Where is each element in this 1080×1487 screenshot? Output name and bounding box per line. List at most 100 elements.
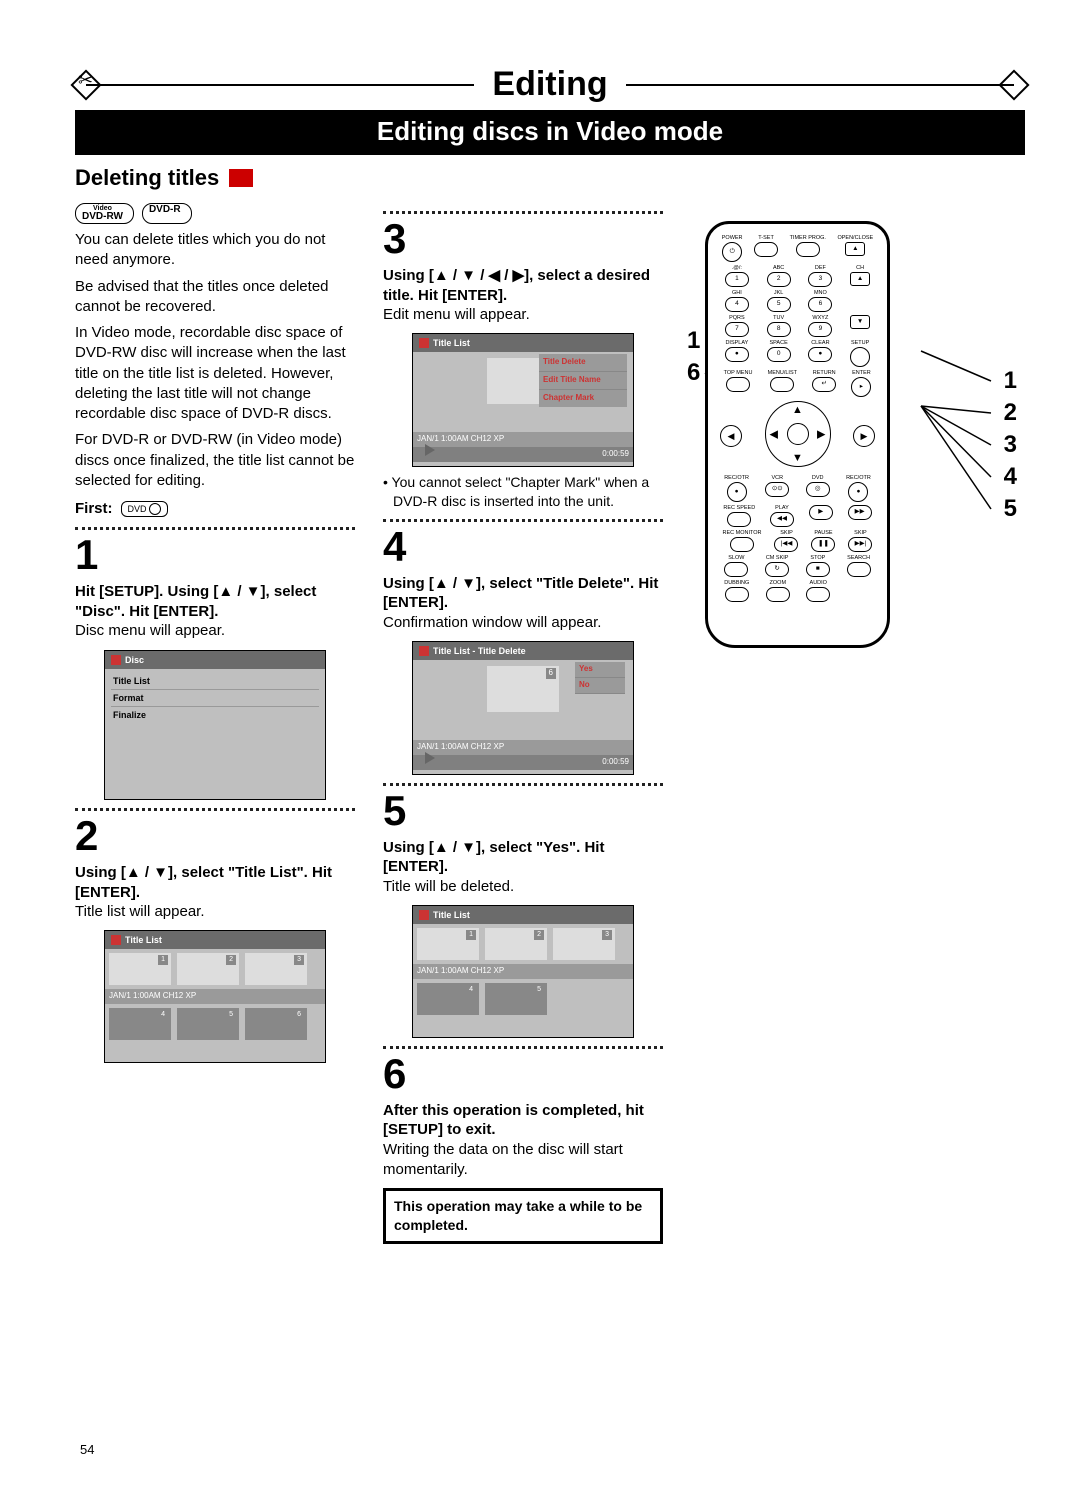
- diamond-icon: [998, 69, 1029, 100]
- confirm-box: Yes No: [575, 662, 625, 694]
- dotted-separator: [383, 211, 663, 214]
- btn-sublabel: SEARCH: [847, 555, 870, 561]
- skip-back-button[interactable]: |◀◀: [774, 537, 798, 552]
- btn-label: OPEN/CLOSE: [837, 235, 873, 241]
- return-button[interactable]: ↵: [812, 377, 836, 392]
- column-2: 3 Using [▲ / ▼ / ◀ / ▶], select a desire…: [383, 203, 663, 1244]
- step-4-heading: Using [▲ / ▼], select "Title Delete". Hi…: [383, 574, 663, 613]
- osd-footer-time: 0:00:59: [413, 447, 633, 462]
- btn-label: T-SET: [758, 235, 774, 241]
- num-9-button[interactable]: 9: [808, 322, 832, 337]
- title-thumb: 4: [417, 983, 479, 1015]
- step-1-heading: Hit [SETUP]. Using [▲ / ▼], select "Disc…: [75, 582, 355, 621]
- rec-otr-2-button[interactable]: ●: [848, 482, 868, 502]
- stop-button[interactable]: ■: [806, 562, 830, 577]
- num-4-button[interactable]: 4: [725, 297, 749, 312]
- display-button[interactable]: ●: [725, 347, 749, 362]
- page-number: 54: [80, 1442, 94, 1457]
- column-remote: 1 6 1 2 3 4 5 POWER⏻ T-SET: [691, 203, 1021, 648]
- btn-sublabel: WXYZ: [812, 315, 828, 321]
- remote-control: POWER⏻ T-SET TIMER PROG. OPEN/CLOSE▲ .@/…: [705, 221, 890, 648]
- banner: Editing: [75, 65, 1025, 104]
- callout-left-6: 6: [687, 359, 700, 387]
- slow-button[interactable]: [724, 562, 748, 577]
- submenu-item: Title Delete: [539, 354, 627, 372]
- ff-button[interactable]: ▶▶: [848, 505, 872, 520]
- num-2-button[interactable]: 2: [767, 272, 791, 287]
- osd-title-text: Title List: [433, 337, 470, 349]
- open-close-button[interactable]: ▲: [845, 242, 865, 256]
- step-2-heading: Using [▲ / ▼], select "Title List". Hit …: [75, 863, 355, 902]
- title-thumb: 1: [417, 928, 479, 960]
- btn-sublabel: SETUP: [851, 340, 869, 346]
- osd-footer: JAN/1 1:00AM CH12 XP: [105, 989, 325, 1004]
- num-8-button[interactable]: 8: [767, 322, 791, 337]
- rule-line: [626, 84, 1014, 86]
- cm-skip-button[interactable]: ↻: [765, 562, 789, 577]
- rec-otr-button[interactable]: ●: [727, 482, 747, 502]
- btn-sublabel: ENTER: [852, 370, 871, 376]
- btn-sublabel: RETURN: [813, 370, 836, 376]
- btn-sublabel: DVD: [812, 475, 824, 481]
- dubbing-button[interactable]: [725, 587, 749, 602]
- dpad-center-button[interactable]: [787, 423, 809, 445]
- clear-button[interactable]: ●: [808, 347, 832, 362]
- title-thumb: 3: [245, 953, 307, 985]
- dpad-left-side[interactable]: ◀: [720, 425, 742, 447]
- confirm-no: No: [575, 678, 625, 694]
- dotted-separator: [75, 808, 355, 811]
- dotted-separator: [383, 783, 663, 786]
- top-menu-button[interactable]: [726, 377, 750, 392]
- setup-button[interactable]: [850, 347, 870, 367]
- num-1-button[interactable]: 1: [725, 272, 749, 287]
- skip-fwd-button[interactable]: ▶▶|: [848, 537, 872, 552]
- menu-list-button[interactable]: [770, 377, 794, 392]
- rew-button[interactable]: ◀◀: [770, 512, 794, 527]
- step-5-heading: Using [▲ / ▼], select "Yes". Hit [ENTER]…: [383, 838, 663, 877]
- disc-type-badges: VideoDVD-RW DVD-R: [75, 203, 355, 224]
- title-thumb: 4: [109, 1008, 171, 1040]
- ch-up-button[interactable]: ▲: [850, 272, 870, 286]
- num-6-button[interactable]: 6: [808, 297, 832, 312]
- dvd-button[interactable]: ◎: [806, 482, 830, 497]
- play-icon: [425, 444, 435, 456]
- rec-speed-button[interactable]: [727, 512, 751, 527]
- step-6-desc: Writing the data on the disc will start …: [383, 1140, 663, 1181]
- enter-button[interactable]: ▸: [851, 377, 871, 397]
- play-button[interactable]: ▶: [809, 505, 833, 520]
- subsection-title: Deleting titles: [75, 165, 219, 191]
- audio-button[interactable]: [806, 587, 830, 602]
- btn-sublabel: MENU/LIST: [768, 370, 797, 376]
- btn-sublabel: REC MONITOR: [722, 530, 761, 536]
- dpad-right-side[interactable]: ▶: [853, 425, 875, 447]
- confirm-yes: Yes: [575, 662, 625, 678]
- arrow-left-icon: ◀: [770, 428, 778, 441]
- num-7-button[interactable]: 7: [725, 322, 749, 337]
- num-0-button[interactable]: 0: [767, 347, 791, 362]
- osd-item: Finalize: [111, 707, 319, 723]
- ch-down-button[interactable]: ▼: [850, 315, 870, 329]
- power-button[interactable]: ⏻: [722, 242, 742, 262]
- intro-para-2: Be advised that the titles once deleted …: [75, 277, 355, 318]
- title-thumb: 5: [485, 983, 547, 1015]
- title-thumb: 2: [485, 928, 547, 960]
- title-thumb: 1: [109, 953, 171, 985]
- timer-button[interactable]: [796, 242, 820, 257]
- dvd-rw-badge: VideoDVD-RW: [75, 203, 134, 224]
- red-marker-icon: [229, 169, 253, 187]
- osd-item: Title List: [111, 673, 319, 690]
- btn-label: POWER: [722, 235, 743, 241]
- btn-sublabel: ABC: [773, 265, 784, 271]
- step-4-desc: Confirmation window will appear.: [383, 613, 663, 633]
- pause-button[interactable]: ❚❚: [811, 537, 835, 552]
- tset-button[interactable]: [754, 242, 778, 257]
- rec-monitor-button[interactable]: [730, 537, 754, 552]
- zoom-button[interactable]: [766, 587, 790, 602]
- subsection-row: Deleting titles: [75, 165, 1025, 191]
- search-button[interactable]: [847, 562, 871, 577]
- btn-sublabel: DUBBING: [724, 580, 749, 586]
- dpad-ring[interactable]: ▲ ▼ ◀ ▶: [765, 401, 831, 467]
- vcr-button[interactable]: ⊙⊙: [765, 482, 789, 497]
- num-3-button[interactable]: 3: [808, 272, 832, 287]
- num-5-button[interactable]: 5: [767, 297, 791, 312]
